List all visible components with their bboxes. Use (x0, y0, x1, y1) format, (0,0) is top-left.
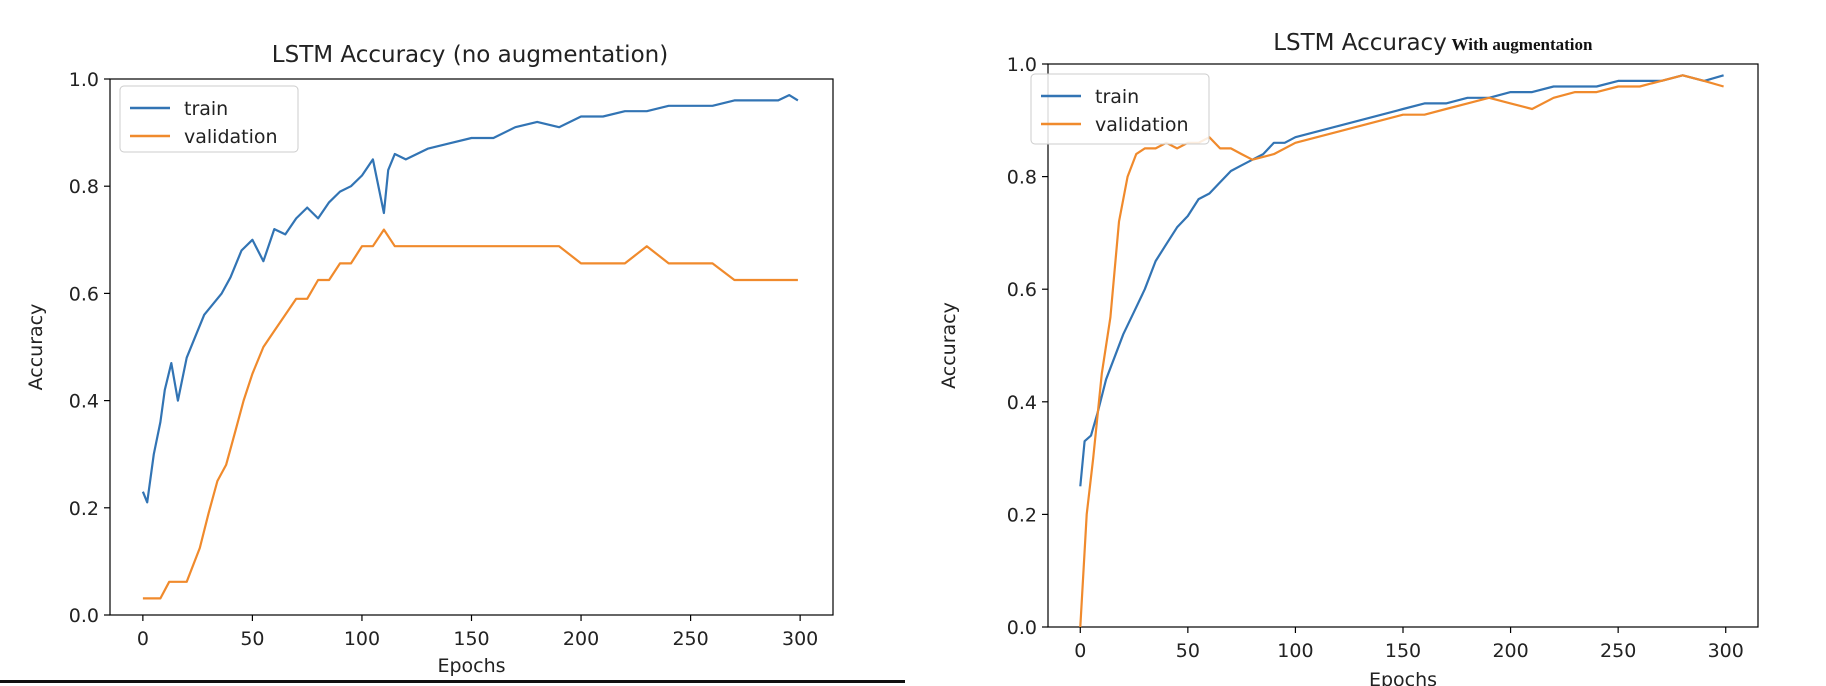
y-tick-label: 0.8 (69, 176, 99, 198)
y-axis-label: Accuracy (938, 302, 960, 389)
y-tick-label: 1.0 (1007, 54, 1037, 76)
legend-label-train: train (1095, 86, 1139, 108)
x-tick-label: 250 (1600, 640, 1636, 662)
chart-title: LSTM Accuracy (no augmentation) (272, 42, 668, 68)
x-tick-label: 50 (240, 628, 264, 650)
y-tick-label: 0.2 (69, 498, 99, 520)
x-tick-label: 150 (453, 628, 489, 650)
legend-label-validation: validation (184, 126, 278, 148)
series-line-train (141, 93, 799, 504)
series-line-train (1079, 74, 1724, 487)
legend-box (1030, 73, 1210, 145)
y-tick-label: 0.6 (1007, 279, 1037, 301)
y-tick-label: 1.0 (69, 69, 99, 91)
x-axis-label: Epochs (1369, 669, 1437, 686)
chart-1: 0.0 0.2 0.4 0.6 0.8 1.0 0 50 100 150 200 250 300 LSTM… (25, 42, 834, 677)
y-axis-label: Accuracy (25, 304, 47, 391)
x-tick-label: 50 (1176, 640, 1200, 662)
y-tick-label: 0.0 (69, 605, 99, 627)
x-tick-label: 0 (1074, 640, 1086, 662)
x-tick-label: 0 (137, 628, 149, 650)
series-line-validation (142, 228, 798, 600)
x-tick-label: 100 (344, 628, 380, 650)
chart-2: 0.0 0.2 0.4 0.6 0.8 1.0 0 50 100 150 200 250 300 LSTM… (938, 30, 1759, 686)
y-tick-label: 0.6 (69, 283, 99, 305)
x-tick-label: 200 (563, 628, 599, 650)
x-tick-label: 300 (782, 628, 818, 650)
x-tick-label: 300 (1708, 640, 1744, 662)
series-line-validation (1079, 74, 1724, 628)
y-tick-label: 0.0 (1007, 617, 1037, 639)
x-axis-label: Epochs (437, 655, 505, 677)
x-tick-label: 250 (672, 628, 708, 650)
y-tick-label: 0.2 (1007, 504, 1037, 526)
chart-title: LSTM Accuracy (1273, 30, 1447, 56)
x-tick-label: 100 (1277, 640, 1313, 662)
plot-frame (109, 78, 834, 616)
chart-subtitle: With augmentation (1452, 35, 1593, 54)
bottom-rule (0, 680, 905, 683)
legend-label-train: train (184, 98, 228, 120)
y-tick-label: 0.4 (1007, 392, 1037, 414)
y-tick-label: 0.8 (1007, 167, 1037, 189)
legend: train validation (119, 85, 299, 153)
legend-label-validation: validation (1095, 114, 1189, 136)
legend: train validation (1030, 73, 1210, 145)
x-tick-label: 200 (1492, 640, 1528, 662)
x-tick-label: 150 (1385, 640, 1421, 662)
y-tick-label: 0.4 (69, 391, 99, 413)
